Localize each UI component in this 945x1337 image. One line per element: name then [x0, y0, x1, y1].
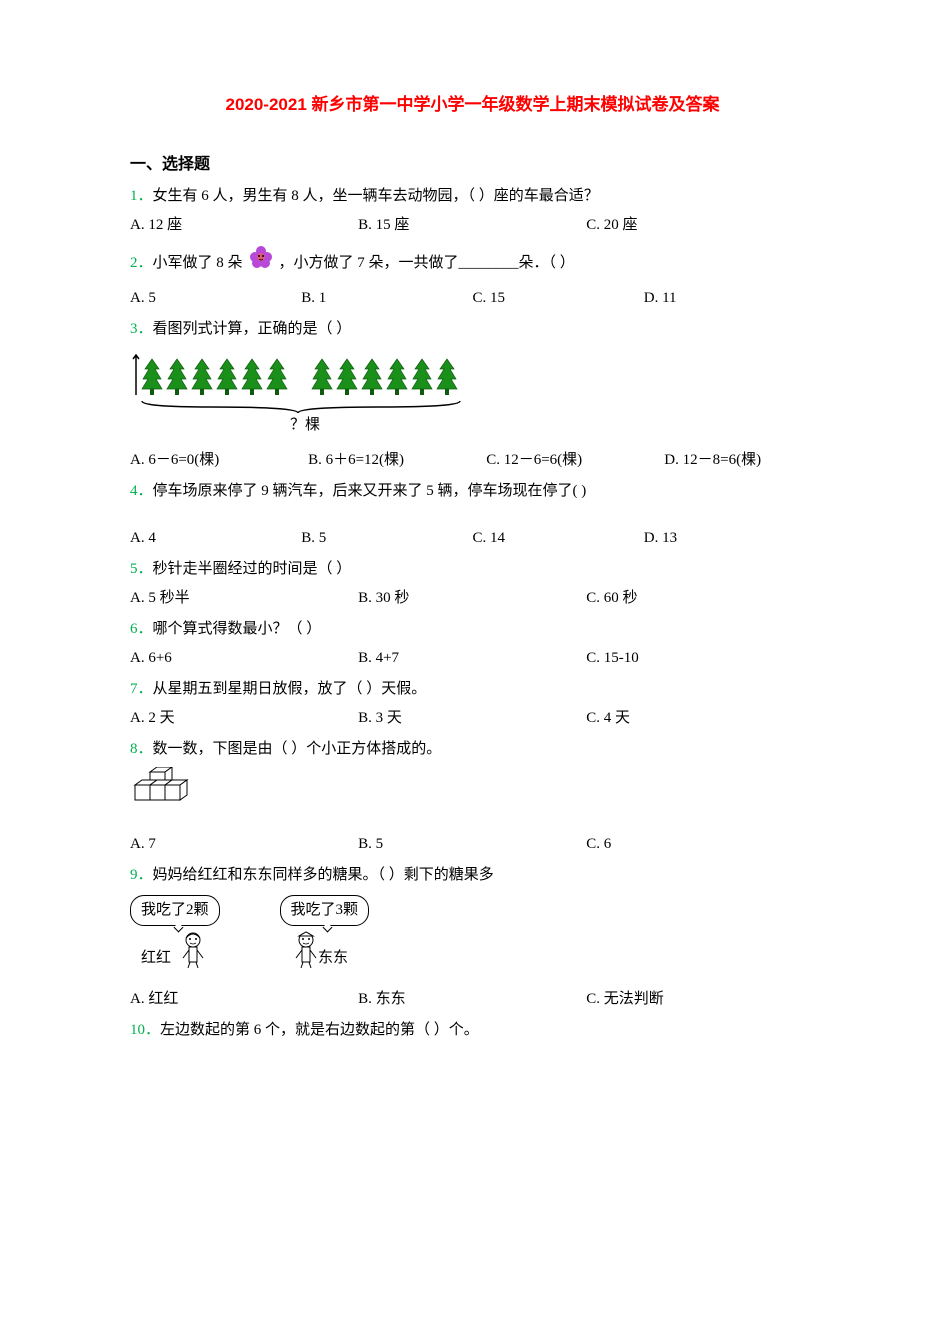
q2-options: A. 5 B. 1 C. 15 D. 11	[130, 285, 815, 312]
q10-number: 10．	[130, 1022, 160, 1038]
q3-opt-d: D. 12－8=6(棵)	[664, 447, 815, 474]
question-8: 8．数一数，下图是由（ ）个小正方体搭成的。	[130, 736, 815, 763]
exam-title: 2020-2021 新乡市第一中学小学一年级数学上期末模拟试卷及答案	[130, 90, 815, 121]
q2-number: 2．	[130, 250, 153, 277]
flower-icon	[247, 243, 275, 283]
q2-text-a: 小军做了 8 朵	[153, 250, 243, 277]
q2-opt-d: D. 11	[644, 285, 815, 312]
q6-text: 哪个算式得数最小？（ ）	[153, 621, 322, 637]
q3-opt-a: A. 6－6=0(棵)	[130, 447, 308, 474]
q2-opt-b: B. 1	[301, 285, 472, 312]
q6-number: 6．	[130, 621, 153, 637]
q9-opt-b: B. 东东	[358, 986, 586, 1013]
question-5: 5．秒针走半圈经过的时间是（ ）	[130, 556, 815, 583]
q1-number: 1．	[130, 188, 153, 204]
q4-options: A. 4 B. 5 C. 14 D. 13	[130, 525, 815, 552]
q4-opt-b: B. 5	[301, 525, 472, 552]
q3-options: A. 6－6=0(棵) B. 6＋6=12(棵) C. 12－6=6(棵) D.…	[130, 447, 815, 474]
q1-opt-a: A. 12 座	[130, 212, 358, 239]
q7-opt-a: A. 2 天	[130, 705, 358, 732]
kid-fig-dongdong: 东东	[280, 930, 370, 980]
q2-opt-c: C. 15	[473, 285, 644, 312]
q3-text: 看图列式计算，正确的是（ ）	[153, 321, 352, 337]
q10-text: 左边数起的第 6 个，就是右边数起的第（ ）个。	[160, 1022, 479, 1038]
cubes-diagram	[130, 767, 815, 827]
q6-options: A. 6+6 B. 4+7 C. 15-10	[130, 645, 815, 672]
q2-text-b: ，小方做了 7 朵，一共做了________朵．（ ）	[279, 250, 575, 277]
q5-text: 秒针走半圈经过的时间是（ ）	[153, 561, 352, 577]
kid-fig-honghong: 红红	[130, 930, 220, 980]
question-1: 1．女生有 6 人，男生有 8 人，坐一辆车去动物园，（ ）座的车最合适？	[130, 183, 815, 210]
name-honghong-svg: 红红	[141, 949, 171, 966]
q7-number: 7．	[130, 681, 153, 697]
q3-opt-c: C. 12－6=6(棵)	[486, 447, 664, 474]
kid-dongdong: 我吃了3颗 东东	[280, 895, 370, 980]
kids-diagram: 我吃了2颗 红红 我吃了3颗	[130, 895, 815, 980]
q8-opt-b: B. 5	[358, 831, 586, 858]
question-9: 9．妈妈给红红和东东同样多的糖果。（ ）剩下的糖果多	[130, 862, 815, 889]
q9-options: A. 红红 B. 东东 C. 无法判断	[130, 986, 815, 1013]
question-7: 7．从星期五到星期日放假，放了（ ）天假。	[130, 676, 815, 703]
q5-opt-c: C. 60 秒	[586, 585, 814, 612]
brace-label-svg: ？棵	[290, 416, 320, 433]
q7-opt-b: B. 3 天	[358, 705, 586, 732]
q5-number: 5．	[130, 561, 153, 577]
q3-number: 3．	[130, 321, 153, 337]
q1-opt-c: C. 20 座	[586, 212, 814, 239]
name-dongdong-svg: 东东	[318, 949, 348, 966]
q1-options: A. 12 座 B. 15 座 C. 20 座	[130, 212, 815, 239]
speech-honghong: 我吃了2颗	[130, 895, 220, 926]
q8-opt-c: C. 6	[586, 831, 814, 858]
section-1-header: 一、选择题	[130, 151, 815, 180]
q4-number: 4．	[130, 483, 153, 499]
q6-opt-b: B. 4+7	[358, 645, 586, 672]
q5-options: A. 5 秒半 B. 30 秒 C. 60 秒	[130, 585, 815, 612]
question-4: 4．停车场原来停了 9 辆汽车，后来又开来了 5 辆，停车场现在停了( )	[130, 478, 815, 505]
q7-opt-c: C. 4 天	[586, 705, 814, 732]
q4-opt-c: C. 14	[473, 525, 644, 552]
q1-text: 女生有 6 人，男生有 8 人，坐一辆车去动物园，（ ）座的车最合适？	[153, 188, 599, 204]
q6-opt-c: C. 15-10	[586, 645, 814, 672]
q9-opt-c: C. 无法判断	[586, 986, 814, 1013]
q7-options: A. 2 天 B. 3 天 C. 4 天	[130, 705, 815, 732]
kid-honghong: 我吃了2颗 红红	[130, 895, 220, 980]
q9-number: 9．	[130, 867, 153, 883]
q4-text: 停车场原来停了 9 辆汽车，后来又开来了 5 辆，停车场现在停了( )	[153, 483, 587, 499]
q4-opt-a: A. 4	[130, 525, 301, 552]
q3-opt-b: B. 6＋6=12(棵)	[308, 447, 486, 474]
q6-opt-a: A. 6+6	[130, 645, 358, 672]
trees-diagram: ？棵	[130, 353, 815, 443]
q9-opt-a: A. 红红	[130, 986, 358, 1013]
q1-opt-b: B. 15 座	[358, 212, 586, 239]
q5-opt-b: B. 30 秒	[358, 585, 586, 612]
q8-number: 8．	[130, 741, 153, 757]
q2-opt-a: A. 5	[130, 285, 301, 312]
question-2: 2． 小军做了 8 朵 ，小方做了 7 朵，一共做了________朵．（ ）	[130, 243, 815, 283]
q9-text: 妈妈给红红和东东同样多的糖果。（ ）剩下的糖果多	[153, 867, 494, 883]
q7-text: 从星期五到星期日放假，放了（ ）天假。	[153, 681, 427, 697]
q8-text: 数一数，下图是由（ ）个小正方体搭成的。	[153, 741, 442, 757]
question-6: 6．哪个算式得数最小？（ ）	[130, 616, 815, 643]
q5-opt-a: A. 5 秒半	[130, 585, 358, 612]
q8-opt-a: A. 7	[130, 831, 358, 858]
question-3: 3．看图列式计算，正确的是（ ）	[130, 316, 815, 343]
speech-dongdong: 我吃了3颗	[280, 895, 370, 926]
q8-options: A. 7 B. 5 C. 6	[130, 831, 815, 858]
question-10: 10．左边数起的第 6 个，就是右边数起的第（ ）个。	[130, 1017, 815, 1044]
q4-opt-d: D. 13	[644, 525, 815, 552]
